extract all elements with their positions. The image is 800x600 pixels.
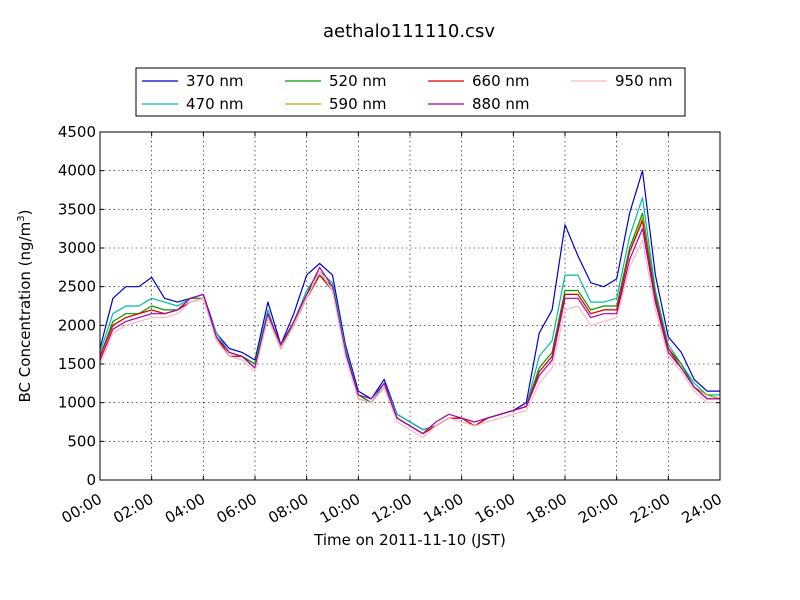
y-tick-label: 4500 [58, 123, 96, 141]
series-layer [99, 170, 721, 439]
series-line-950-nm [99, 239, 720, 439]
chart-title: aethalo111110.csv [323, 21, 495, 42]
y-tick-label: 3000 [58, 239, 96, 257]
x-axis-label: Time on 2011-11-10 (JST) [313, 531, 506, 549]
legend: 370 nm 470 nm 520 nm 590 nm 660 nm 880 nm 950 … [135, 67, 686, 117]
legend-label: 470 nm [186, 95, 244, 113]
y-axis-label: BC Concentration (ng/m3) [16, 210, 34, 403]
legend-label: 880 nm [472, 95, 530, 113]
legend-label: 520 nm [329, 72, 387, 90]
legend-label: 950 nm [615, 72, 673, 90]
y-tick-label: 500 [67, 432, 96, 450]
y-tick-label: 4000 [58, 162, 96, 180]
series-line-880-nm [99, 228, 720, 435]
y-tick-label: 1500 [58, 355, 96, 373]
y-tick-label: 2500 [58, 278, 96, 296]
y-axis-label-close: ) [16, 210, 34, 216]
legend-label: 590 nm [329, 95, 387, 113]
y-tick-label: 3500 [58, 200, 96, 218]
y-axis-label-main: BC Concentration (ng/m [16, 222, 34, 403]
legend-label: 370 nm [186, 72, 244, 90]
y-tick-label: 2000 [58, 316, 96, 334]
legend-box [135, 67, 686, 117]
y-axis-label-sup: 3 [16, 215, 27, 221]
legend-label: 660 nm [472, 72, 530, 90]
y-tick-label: 0 [86, 471, 96, 489]
y-tick-label: 1000 [58, 394, 96, 412]
